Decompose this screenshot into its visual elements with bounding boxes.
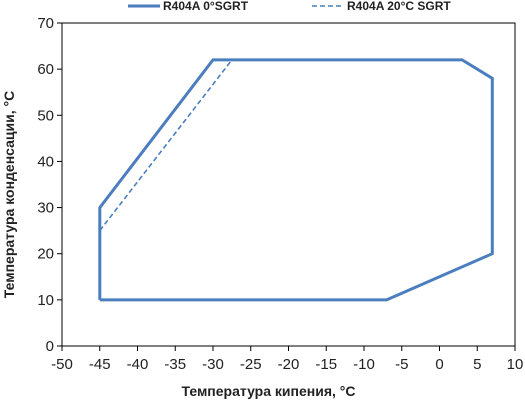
y-axis-ticks: 0 10 20 30 40 50 60 70: [37, 15, 62, 355]
x-tick-label: 10: [507, 356, 524, 373]
x-tick-label: -30: [202, 356, 224, 373]
y-tick-label: 30: [37, 200, 54, 217]
y-tick-label: 0: [46, 338, 54, 355]
x-tick-label: -50: [51, 356, 73, 373]
y-tick-label: 50: [37, 107, 54, 124]
x-axis-title: Температура кипения, °C: [181, 383, 355, 399]
series-layer: [98, 58, 494, 302]
legend: R404A 0°SGRT R404A 20°C SGRT: [128, 0, 451, 13]
legend-label-series-1: R404A 0°SGRT: [163, 0, 249, 13]
x-tick-label: 5: [473, 356, 481, 373]
x-tick-label: -25: [240, 356, 262, 373]
x-axis-ticks: -50 -45 -40 -35 -30 -25 -20 -15 -10 -5 0 5 10: [51, 346, 523, 373]
y-tick-label: 20: [37, 246, 54, 263]
y-tick-label: 40: [37, 153, 54, 170]
y-tick-label: 10: [37, 292, 54, 309]
x-tick-label: -15: [315, 356, 337, 373]
plot-frame: [61, 22, 516, 347]
x-tick-label: -10: [353, 356, 375, 373]
x-tick-label: -5: [395, 356, 408, 373]
x-tick-label: -20: [278, 356, 300, 373]
y-tick-label: 70: [37, 15, 54, 32]
plot-area: [61, 22, 516, 347]
y-axis-title: Температура конденсации, °C: [1, 91, 17, 298]
series-line-2: [99, 59, 233, 232]
x-tick-label: 0: [435, 356, 443, 373]
x-tick-label: -45: [89, 356, 111, 373]
series-line-1: [98, 58, 494, 302]
x-tick-label: -40: [127, 356, 149, 373]
y-tick-label: 60: [37, 61, 54, 78]
x-tick-label: -35: [164, 356, 186, 373]
legend-label-series-2: R404A 20°C SGRT: [347, 0, 451, 13]
